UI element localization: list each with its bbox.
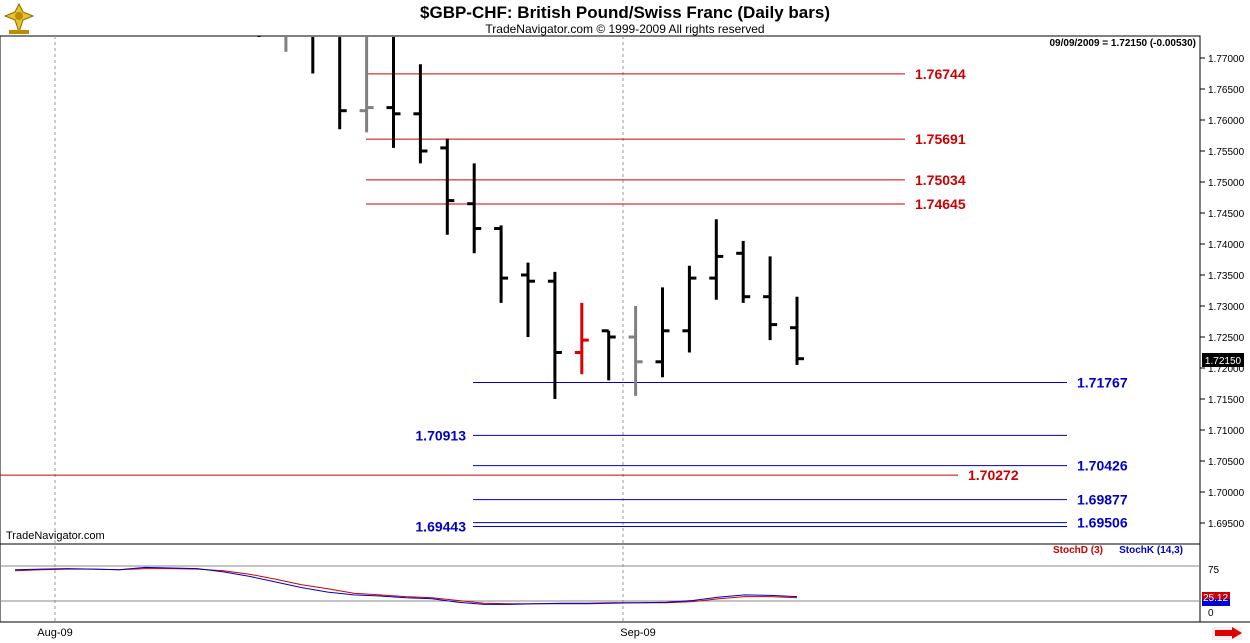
quote-readout: 09/09/2009 = 1.72150 (-0.00530) [1049, 38, 1196, 49]
y-tick-label: 1.72000 [1208, 364, 1245, 375]
stoch-k-line [14, 566, 798, 605]
stoch-d-marker [1202, 592, 1230, 599]
y-tick-label: 1.77000 [1208, 54, 1245, 65]
resistance-label: 1.76744 [915, 66, 966, 82]
y-tick-label: 1.76000 [1208, 116, 1245, 127]
y-tick-label: 1.73000 [1208, 302, 1245, 313]
stoch-tick-0: 0 [1208, 608, 1214, 619]
y-tick-label: 1.75500 [1208, 147, 1245, 158]
price-panel-frame [0, 35, 1201, 545]
y-tick-label: 1.74500 [1208, 209, 1245, 220]
y-tick-label: 1.69500 [1208, 519, 1245, 530]
stoch-tick-75: 75 [1208, 565, 1220, 576]
support-label: 1.70913 [415, 427, 466, 443]
legend-stoch-k: StochK (14,3) [1119, 545, 1183, 556]
y-tick-label: 1.74000 [1208, 240, 1245, 251]
y-tick-label: 1.73500 [1208, 271, 1245, 282]
stoch-k-marker [1202, 599, 1230, 606]
watermark: TradeNavigator.com [6, 530, 105, 542]
y-tick-label: 1.75000 [1208, 178, 1245, 189]
resistance-label: 1.75691 [915, 131, 966, 147]
stoch-last-value: 25.12 [1203, 593, 1228, 604]
stoch-panel-frame [0, 543, 1201, 623]
last-price-box [1202, 353, 1244, 367]
last-price-label: 1.72150 [1205, 356, 1242, 367]
resistance-label: 1.74645 [915, 196, 966, 212]
level-lines: 1.76744 1.75691 1.75034 1.74645 1.70272 1.717… [0, 66, 1128, 535]
support-label: 1.70426 [1077, 458, 1128, 474]
y-tick-label: 1.72500 [1208, 333, 1245, 344]
trade-navigator-logo-icon[interactable] [3, 2, 35, 36]
stoch-d-line [14, 568, 798, 605]
ohlc-bars [257, 36, 804, 399]
x-label-aug: Aug-09 [37, 627, 72, 639]
y-tick-label: 1.71500 [1208, 395, 1245, 406]
support-label: 1.71767 [1077, 374, 1128, 390]
support-label: 1.69506 [1077, 515, 1128, 531]
scroll-right-arrow-icon[interactable] [1212, 627, 1242, 640]
resistance-label: 1.70272 [968, 467, 1019, 483]
y-tick-label: 1.70000 [1208, 488, 1245, 499]
x-label-sep: Sep-09 [620, 627, 655, 639]
y-tick-label: 1.71000 [1208, 426, 1245, 437]
y-tick-label: 1.76500 [1208, 85, 1245, 96]
y-tick-label: 1.70500 [1208, 457, 1245, 468]
support-label: 1.69877 [1077, 492, 1128, 508]
chart-copyright: TradeNavigator.com © 1999-2009 All right… [485, 22, 765, 36]
y-axis-ticks: 1.77000 1.76500 1.76000 1.75500 1.75000 1.745… [1200, 54, 1245, 530]
chart-title: $GBP-CHF: British Pound/Swiss Franc (Dai… [420, 3, 830, 22]
support-label: 1.69443 [415, 519, 466, 535]
resistance-label: 1.75034 [915, 172, 966, 188]
legend-stoch-d: StochD (3) [1053, 545, 1103, 556]
